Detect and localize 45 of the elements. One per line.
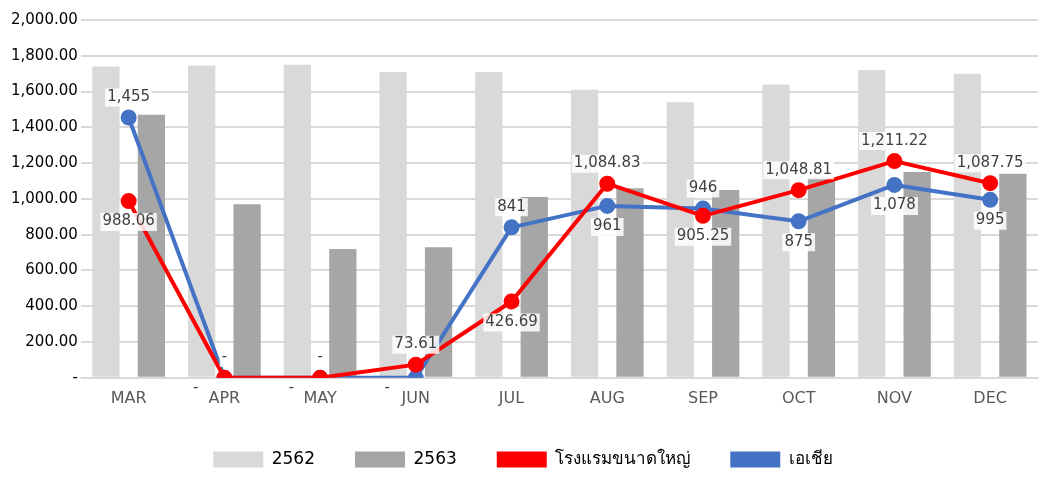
data-label: 1,084.83 [573, 153, 641, 172]
data-label: - [288, 378, 295, 397]
legend-label: โรงแรมขนาดใหญ่ [555, 447, 691, 468]
x-tick-label: DEC [973, 387, 1007, 407]
y-tick-label: 2,000.00 [11, 9, 78, 28]
y-tick-label: 1,400.00 [11, 117, 78, 136]
x-tick-label: AUG [589, 387, 625, 407]
data-label: 1,211.22 [861, 130, 928, 149]
data-label: - [317, 347, 323, 366]
y-tick-label: 1,000.00 [11, 188, 78, 207]
data-label: 1,048.81 [765, 159, 833, 178]
data-label: 995 [975, 210, 1005, 229]
data-label: 875 [784, 231, 814, 250]
data-label: 905.25 [676, 226, 730, 245]
x-tick-label: JUL [497, 387, 525, 407]
data-label: 426.69 [485, 311, 538, 330]
x-tick-label: JUN [400, 387, 431, 407]
y-tick-label: 400.00 [25, 296, 78, 315]
y-tick-label: - [72, 367, 78, 386]
legend-label: 2563 [413, 447, 457, 468]
data-label: 961 [592, 216, 622, 235]
y-tick-label: 600.00 [25, 260, 78, 279]
data-label: 1,078 [872, 195, 916, 214]
legend-label: เอเชีย [788, 447, 833, 468]
y-tick-label: 1,600.00 [11, 81, 78, 100]
x-tick-label: OCT [781, 387, 816, 407]
y-tick-label: 1,200.00 [11, 153, 78, 172]
legend-label: 2562 [271, 447, 315, 468]
x-tick-label: MAR [110, 387, 147, 407]
y-tick-label: 1,800.00 [11, 45, 78, 64]
data-label: - [384, 378, 390, 397]
data-label: 946 [688, 177, 718, 196]
x-tick-label: NOV [876, 387, 913, 407]
data-label: 841 [497, 196, 526, 215]
data-label: 1,455 [107, 86, 151, 105]
x-tick-label: APR [208, 387, 241, 407]
x-tick-label: MAY [303, 387, 337, 407]
data-label: 73.61 [394, 334, 438, 353]
y-tick-label: 800.00 [25, 224, 78, 243]
data-label: 1,087.75 [956, 152, 1024, 171]
y-tick-label: 200.00 [25, 331, 78, 350]
data-label: 988.06 [102, 211, 155, 230]
x-tick-label: SEP [688, 387, 719, 407]
data-label: - [221, 347, 228, 366]
data-label: - [192, 378, 199, 397]
